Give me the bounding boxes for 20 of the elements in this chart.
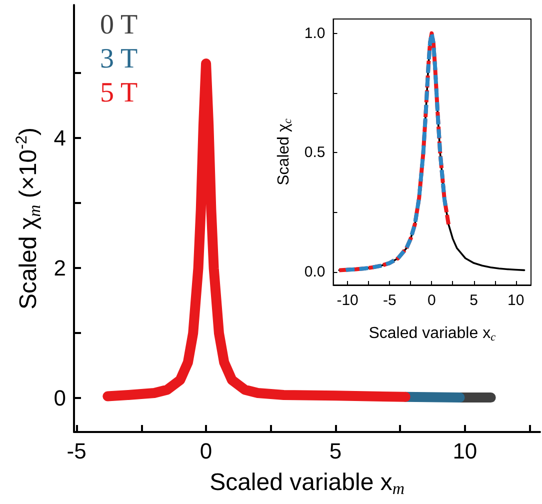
y-axis-title: Scaled χm (×10-2) [13, 128, 44, 310]
text: 3 T [100, 44, 138, 74]
x-tick-label: 5 [329, 438, 342, 464]
x-tick-label: 5 [470, 292, 478, 309]
y-tick-label: 1.0 [304, 24, 326, 42]
x-tick-label: 10 [452, 438, 478, 464]
y-tick-label: 0 [54, 386, 66, 411]
y-axis-title: Scaled χc [276, 118, 294, 186]
x-tick-label: -10 [336, 292, 358, 309]
y-tick-label: 0.0 [304, 264, 326, 281]
x-tick-label: 0 [200, 438, 212, 464]
text: 5 T [100, 78, 138, 108]
text: 0 T [100, 10, 138, 40]
y-tick-label: 0.5 [304, 144, 326, 162]
y-tick-label: 4 [54, 126, 66, 151]
x-tick-label: 10 [508, 292, 524, 309]
x-tick-label: 0 [428, 292, 436, 309]
x-tick-label: -5 [66, 438, 86, 464]
y-tick-label: 2 [54, 256, 66, 281]
x-tick-label: -5 [382, 292, 396, 309]
